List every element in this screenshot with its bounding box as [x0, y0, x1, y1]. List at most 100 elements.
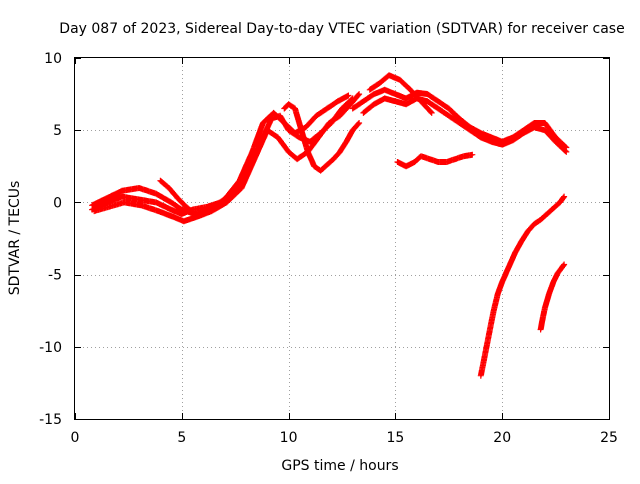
data-point — [458, 117, 461, 120]
data-point — [526, 230, 529, 233]
data-point — [507, 266, 510, 269]
data-point — [304, 126, 307, 129]
tick-layer: 0 5 10 15 20 25 -15 -10 -5 0 5 10 — [39, 51, 618, 446]
data-point — [413, 161, 416, 163]
data-point — [193, 213, 196, 215]
data-point — [373, 103, 375, 106]
data-points-trace-11 — [537, 261, 568, 333]
data-point — [306, 150, 309, 153]
data-point — [409, 88, 412, 91]
data-point — [488, 331, 491, 334]
data-point — [168, 187, 170, 189]
data-point — [251, 150, 254, 153]
data-point — [351, 107, 354, 110]
data-point — [93, 210, 96, 212]
data-point — [398, 78, 401, 81]
data-point — [106, 201, 108, 204]
data-point — [405, 103, 407, 106]
data-point — [565, 150, 568, 153]
data-point — [563, 195, 566, 198]
data-point — [522, 132, 525, 134]
data-point — [550, 286, 553, 289]
data-point — [326, 163, 328, 166]
data-point — [170, 201, 173, 204]
data-point — [484, 353, 487, 355]
series-trace-10 — [477, 193, 568, 379]
data-point — [490, 136, 493, 139]
data-point — [373, 93, 375, 95]
data-point — [283, 122, 286, 124]
x-tick-label: 20 — [493, 430, 511, 446]
data-point — [326, 107, 328, 110]
series-trace-4 — [157, 177, 198, 217]
series-trace-2 — [89, 92, 352, 217]
data-point — [396, 161, 399, 163]
data-point — [347, 94, 350, 97]
y-tick-label: 10 — [44, 51, 62, 67]
data-point — [544, 129, 546, 132]
data-point — [539, 218, 542, 221]
data-point — [368, 88, 371, 91]
data-point — [533, 122, 536, 124]
data-point — [277, 136, 279, 139]
data-point — [176, 197, 179, 199]
data-point — [565, 146, 568, 149]
data-point — [345, 140, 348, 143]
data-point — [266, 129, 269, 132]
data-point — [338, 114, 341, 117]
data-point — [296, 158, 299, 160]
data-point — [106, 197, 108, 199]
data-point — [362, 100, 365, 103]
data-point — [546, 213, 548, 215]
data-point — [338, 150, 341, 153]
data-point — [300, 129, 303, 132]
data-point — [561, 266, 563, 269]
data-point — [262, 122, 264, 124]
x-tick-label: 10 — [280, 430, 298, 446]
data-point — [180, 208, 183, 211]
data-point — [556, 272, 559, 275]
data-point — [405, 165, 407, 168]
x-tick-label: 5 — [177, 430, 186, 446]
data-point — [479, 136, 482, 139]
data-point — [447, 107, 450, 110]
data-point — [91, 204, 93, 207]
data-point — [283, 107, 286, 110]
data-point — [563, 263, 566, 266]
data-layer — [89, 72, 570, 379]
data-point — [497, 292, 499, 295]
data-point — [172, 215, 175, 218]
data-point — [533, 126, 536, 129]
data-point — [287, 103, 290, 106]
data-point — [479, 374, 482, 377]
data-point — [155, 192, 158, 195]
data-point — [159, 179, 162, 182]
data-point — [437, 161, 440, 163]
data-point — [383, 88, 386, 91]
data-point — [309, 140, 311, 143]
data-point — [554, 276, 557, 279]
data-point — [420, 155, 422, 158]
data-point — [183, 220, 185, 223]
data-point — [447, 114, 450, 117]
data-point — [394, 100, 397, 103]
data-point — [426, 100, 429, 103]
data-point — [185, 205, 187, 208]
data-point — [539, 328, 542, 331]
data-point — [351, 129, 354, 132]
data-point — [552, 280, 555, 283]
data-point — [123, 201, 126, 204]
data-point — [180, 213, 183, 215]
data-point — [349, 103, 352, 106]
data-point — [428, 158, 431, 160]
data-point — [319, 169, 322, 172]
data-point — [388, 74, 390, 77]
data-point — [541, 317, 544, 319]
x-tick-label: 0 — [71, 430, 80, 446]
data-point — [272, 111, 275, 114]
data-point — [313, 165, 316, 168]
data-point — [253, 158, 256, 160]
data-point — [544, 306, 546, 309]
data-point — [479, 132, 482, 134]
